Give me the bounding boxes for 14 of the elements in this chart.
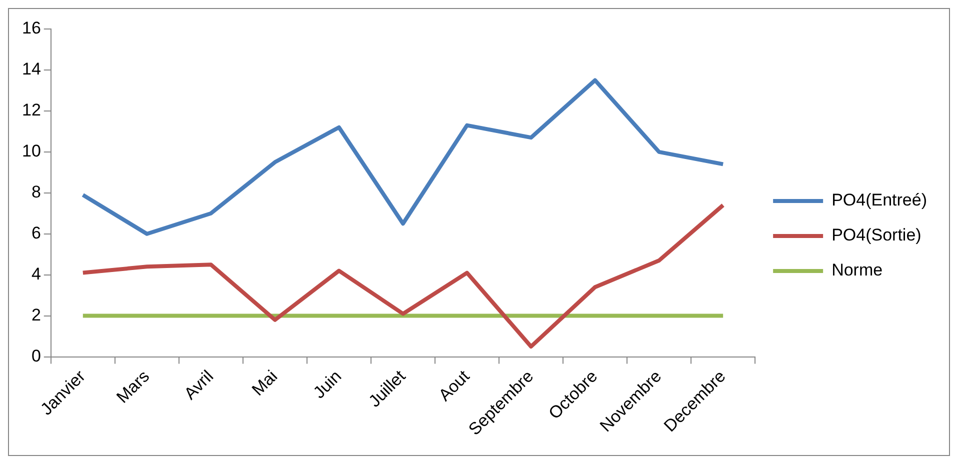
legend-label: PO4(Sortie) xyxy=(832,226,922,245)
legend-label: PO4(Entreé) xyxy=(832,190,928,210)
x-tick-label: Mai xyxy=(248,366,282,400)
y-tick-label: 8 xyxy=(31,182,41,202)
y-tick-label: 16 xyxy=(22,18,41,38)
y-tick-label: 14 xyxy=(22,60,41,79)
y-tick-label: 4 xyxy=(31,264,41,284)
legend-label: Norme xyxy=(832,260,883,280)
y-tick-label: 2 xyxy=(31,305,41,324)
y-tick-label: 6 xyxy=(31,224,41,243)
y-tick-label: 0 xyxy=(31,346,41,366)
y-tick-label: 12 xyxy=(22,100,41,120)
x-tick-label: Juin xyxy=(310,366,346,402)
y-tick-label: 10 xyxy=(22,142,41,161)
